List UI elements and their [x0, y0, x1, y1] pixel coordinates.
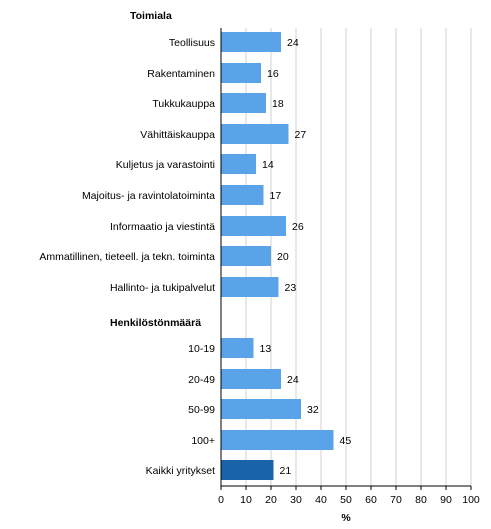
bars: [221, 32, 334, 480]
x-tick-label-100: 100: [462, 494, 480, 506]
x-tick-label-10: 10: [240, 494, 252, 506]
group1-category-label-3: 100+: [191, 435, 215, 447]
group-title-1: Henkilöstönmäärä: [110, 317, 201, 329]
total-value-label-0: 21: [280, 465, 292, 477]
group1-category-label-2: 50-99: [188, 404, 215, 416]
group0-value-label-0: 24: [287, 37, 299, 49]
group1-value-label-0: 13: [260, 343, 272, 355]
group0-category-label-0: Teollisuus: [169, 37, 215, 49]
group0-category-label-7: Ammatillinen, tieteell. ja tekn. toimint…: [39, 251, 215, 263]
group0-bar-7: [221, 246, 271, 266]
group0-bar-5: [221, 185, 264, 205]
group0-category-label-2: Tukkukauppa: [152, 98, 215, 110]
group0-value-label-5: 17: [270, 190, 282, 202]
x-axis-title: %: [341, 512, 351, 524]
group0-category-label-4: Kuljetus ja varastointi: [116, 159, 215, 171]
group0-category-label-6: Informaatio ja viestintä: [110, 221, 215, 233]
group1-value-label-1: 24: [287, 374, 299, 386]
x-tick-label-20: 20: [265, 494, 277, 506]
group1-bar-1: [221, 369, 281, 389]
x-tick-label-80: 80: [415, 494, 427, 506]
group1-category-label-1: 20-49: [188, 374, 215, 386]
group0-bar-4: [221, 154, 256, 174]
x-tick-label-40: 40: [315, 494, 327, 506]
group0-category-label-3: Vähittäiskauppa: [140, 129, 215, 141]
labels: Toimiala Teollisuus 24 Rakentaminen 16 Tukkuk…: [39, 10, 351, 477]
group1-value-label-2: 32: [307, 404, 319, 416]
group1-value-label-3: 45: [340, 435, 352, 447]
group0-bar-6: [221, 216, 286, 236]
group0-category-label-1: Rakentaminen: [147, 68, 215, 80]
grid-lines: [245, 28, 472, 486]
x-tick-label-30: 30: [290, 494, 302, 506]
group-title-0: Toimiala: [130, 10, 172, 22]
group0-value-label-8: 23: [285, 282, 297, 294]
x-axis: 0 10 20 30 40 50 60 70 80 90 100%: [218, 28, 480, 524]
x-tick-label-50: 50: [340, 494, 352, 506]
x-tick-label-0: 0: [218, 494, 224, 506]
group0-value-label-2: 18: [272, 98, 284, 110]
group0-bar-2: [221, 93, 266, 113]
group0-bar-1: [221, 63, 261, 83]
total-bar-0: [221, 460, 274, 480]
group0-bar-0: [221, 32, 281, 52]
group1-bar-0: [221, 338, 254, 358]
group0-value-label-6: 26: [292, 221, 304, 233]
group1-bar-2: [221, 399, 301, 419]
group0-bar-8: [221, 277, 279, 297]
group0-category-label-8: Hallinto- ja tukipalvelut: [110, 282, 215, 294]
group0-category-label-5: Majoitus- ja ravintolatoiminta: [82, 190, 215, 202]
group0-bar-3: [221, 124, 289, 144]
group0-value-label-4: 14: [262, 159, 274, 171]
group0-value-label-3: 27: [295, 129, 307, 141]
x-tick-label-60: 60: [365, 494, 377, 506]
total-category-label-0: Kaikki yritykset: [146, 465, 216, 477]
group1-bar-3: [221, 430, 334, 450]
group1-category-label-0: 10-19: [188, 343, 215, 355]
group0-value-label-7: 20: [277, 251, 289, 263]
x-tick-label-70: 70: [390, 494, 402, 506]
x-tick-label-90: 90: [440, 494, 452, 506]
group0-value-label-1: 16: [267, 68, 279, 80]
